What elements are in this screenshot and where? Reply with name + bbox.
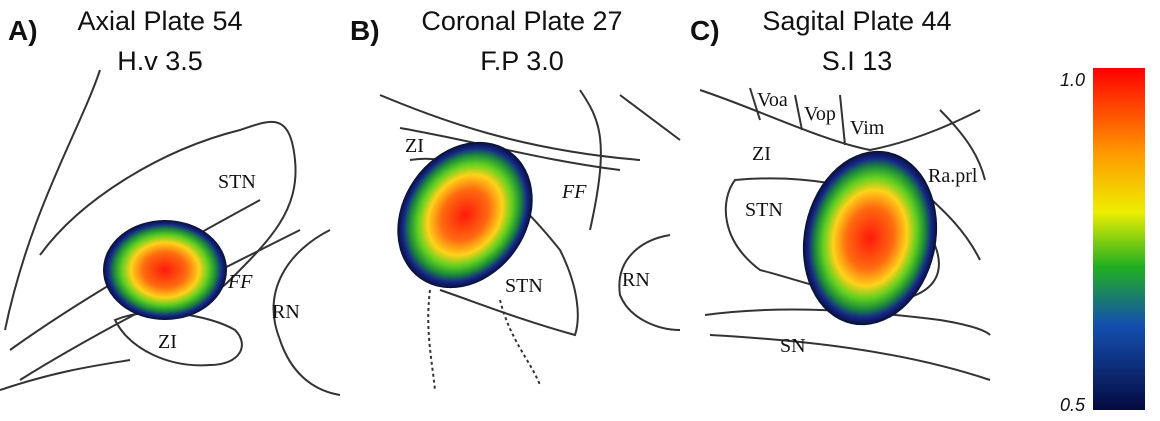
- panel-title: Sagital Plate 44: [762, 6, 951, 36]
- structure-label: Vop: [804, 103, 836, 125]
- figure: A) Axial Plate 54 H.v 3.5 STN FF RN ZI B…: [0, 0, 1160, 421]
- structure-label: Ra.prl: [928, 165, 978, 187]
- outline: [0, 70, 130, 390]
- panel-subtitle: S.I 13: [822, 46, 893, 76]
- panel-title: Axial Plate 54: [77, 6, 242, 36]
- structure-label: SN: [780, 335, 806, 357]
- colorbar-ticks: 1.0 0.5: [1060, 70, 1086, 415]
- structure-label: Voa: [757, 89, 788, 111]
- panel-label: A): [8, 15, 38, 46]
- structure-label: FF: [227, 271, 253, 293]
- panel-title: Coronal Plate 27: [421, 6, 622, 36]
- panel-subtitle: F.P 3.0: [480, 46, 564, 76]
- colorbar-tick-label: 1.0: [1060, 70, 1085, 90]
- structure-label: ZI: [752, 143, 771, 165]
- structure-label: ZI: [405, 135, 424, 157]
- structure-label: STN: [745, 199, 783, 221]
- panel-c: C) Sagital Plate 44 S.I 13 Voa Vop Vim Z…: [690, 6, 990, 380]
- outline: [115, 313, 242, 366]
- structure-label: ZI: [158, 331, 177, 353]
- panel-a: A) Axial Plate 54 H.v 3.5 STN FF RN ZI: [0, 6, 340, 395]
- panel-label: B): [350, 15, 380, 46]
- panel-label: C): [690, 15, 720, 46]
- panel-subtitle: H.v 3.5: [117, 46, 203, 76]
- structure-label: FF: [561, 181, 587, 203]
- structure-label: Vim: [850, 117, 885, 139]
- colorbar: [1093, 68, 1145, 410]
- structure-label: RN: [272, 301, 300, 323]
- structure-label: RN: [622, 269, 650, 291]
- heatmap: [103, 220, 227, 320]
- structure-label: STN: [505, 275, 543, 297]
- colorbar-tick-label: 0.5: [1060, 395, 1086, 415]
- structure-label: STN: [218, 171, 256, 193]
- panel-b: B) Coronal Plate 27 F.P 3.0 ZI FF STN RN: [350, 6, 680, 390]
